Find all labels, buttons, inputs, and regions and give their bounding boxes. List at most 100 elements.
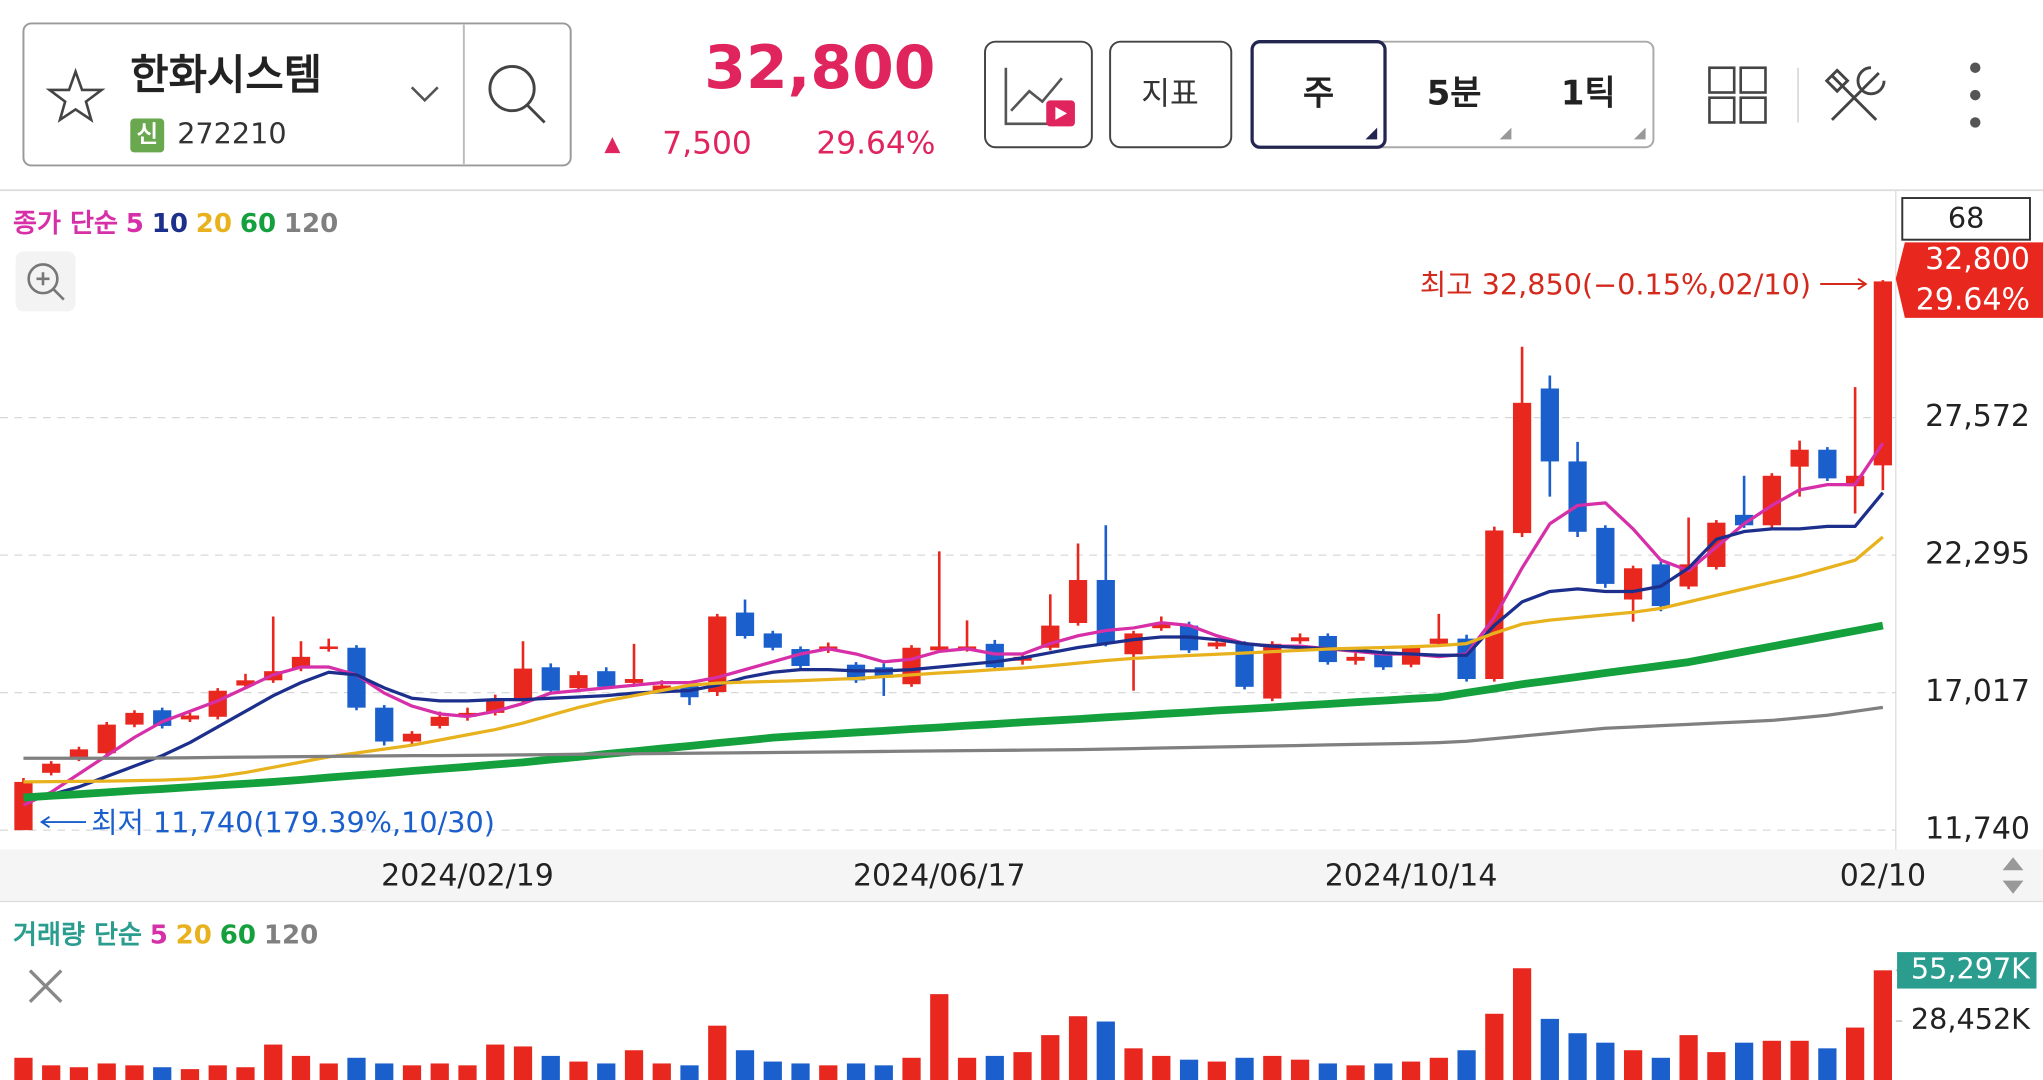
candle-body [153,710,172,726]
volume-bar [125,1065,144,1080]
ma-line [22,442,1885,807]
badge: 신 [136,120,158,148]
button-frame[interactable] [984,40,1093,149]
zoom-button[interactable] [15,251,76,312]
candle-body [1596,527,1615,584]
volume-bar [1596,1042,1615,1080]
zoom-bg[interactable] [15,251,76,312]
last-price: 32,800 [1925,242,2030,277]
dropdown-chevron[interactable] [410,86,439,103]
volume-bar [513,1046,533,1080]
candle-body [430,716,449,726]
period-5min[interactable]: 5분 [1427,74,1482,113]
indicator-button[interactable]: 지표 [1109,40,1233,149]
tools-button[interactable] [1824,66,1886,121]
volume-bar [69,1067,89,1080]
favorite-star[interactable] [45,67,106,123]
more-menu[interactable] [1970,62,1981,128]
button-label: 지표 [1141,76,1199,112]
volume-bar [1790,1040,1809,1080]
volume-bar [14,1057,33,1080]
volume-bar [708,1025,727,1080]
candle-body [930,646,949,651]
layout-cell [1739,66,1767,94]
volume-bar [652,1063,671,1080]
volume-bar [1873,970,1892,1080]
volume-bar [1845,1027,1865,1080]
chart-type-button[interactable] [984,40,1093,149]
volume-bar [1179,1059,1199,1080]
candle-body [1429,638,1448,644]
legend-title: 거래량 단순 [13,920,142,950]
volume-bar [1068,1016,1088,1080]
search-button[interactable] [488,65,546,124]
candle-body [1152,622,1171,629]
corner-mark [1499,127,1512,140]
layout-button[interactable] [1708,66,1767,124]
legend-title: 종가 단순 [13,209,118,239]
candle-body [1540,388,1559,462]
candle-body [1096,579,1115,644]
close-volume[interactable] [28,969,63,1003]
volume-bar [1041,1035,1060,1080]
candle-body [180,715,200,720]
candle-body [402,733,422,742]
candle-body [1790,449,1809,467]
volume-bar [597,1063,616,1080]
axis-scroll[interactable] [2002,857,2024,894]
tool-wrench [1830,66,1886,121]
period-week[interactable]: 주 [1303,74,1334,113]
candle-body [42,763,61,773]
legend-entry: 60 [240,209,276,239]
current-price: 32,800 [704,33,935,103]
button-frame[interactable] [1109,40,1233,149]
stock-selector[interactable]: 한화시스템 신 272210 [22,22,572,167]
candle-body [14,781,33,831]
period-tick[interactable]: 1틱 [1561,74,1616,113]
volume-bar [791,1063,810,1080]
volume-bar [1207,1061,1226,1080]
legend-entry: 20 [196,209,232,239]
candle-body [1734,514,1754,526]
candle-body [541,667,560,691]
y-tick-label: 55,297K [1911,951,2031,985]
volume-bar [97,1063,116,1080]
x-tick-label: 2024/10/14 [1325,858,1498,893]
high-annotation: 최고 32,850(−0.15%,02/10) [1420,268,1811,302]
change-percent: 29.64% [816,126,935,162]
candle-body [902,647,921,685]
period-week-selected[interactable] [1250,40,1387,149]
candle-body [763,633,782,648]
volume-bar [874,1065,893,1080]
candle-body [624,679,644,683]
search-icon-handle [526,104,546,124]
candle-body [291,656,311,669]
candle-body [69,749,89,759]
volume-bar [1429,1057,1448,1080]
y-tick-label: 17,017 [1925,674,2030,709]
period-selector[interactable]: 주 5분 1틱 [1250,40,1655,149]
candle-body [1623,568,1643,600]
candle-body [1068,579,1088,623]
change-amount: 7,500 [662,126,751,162]
icon-line [1010,77,1063,112]
volume-bar [375,1063,394,1080]
candle-body [458,712,477,717]
ma-line [23,621,1884,802]
stock-name: 한화시스템 [130,50,322,99]
volume-bar [264,1044,283,1080]
candle-body [1235,643,1254,687]
volume-bar [291,1055,311,1080]
volume-bar [347,1057,366,1080]
volume-bar [624,1050,644,1080]
x-tick-label: 2024/06/17 [853,858,1026,893]
volume-bar [1818,1048,1837,1080]
volume-bar [902,1057,921,1080]
volume-bar [930,994,949,1080]
ma-line [23,491,1885,799]
volume-bar [1263,1055,1282,1080]
volume-bar [1512,968,1532,1080]
candle-body [1124,633,1143,655]
